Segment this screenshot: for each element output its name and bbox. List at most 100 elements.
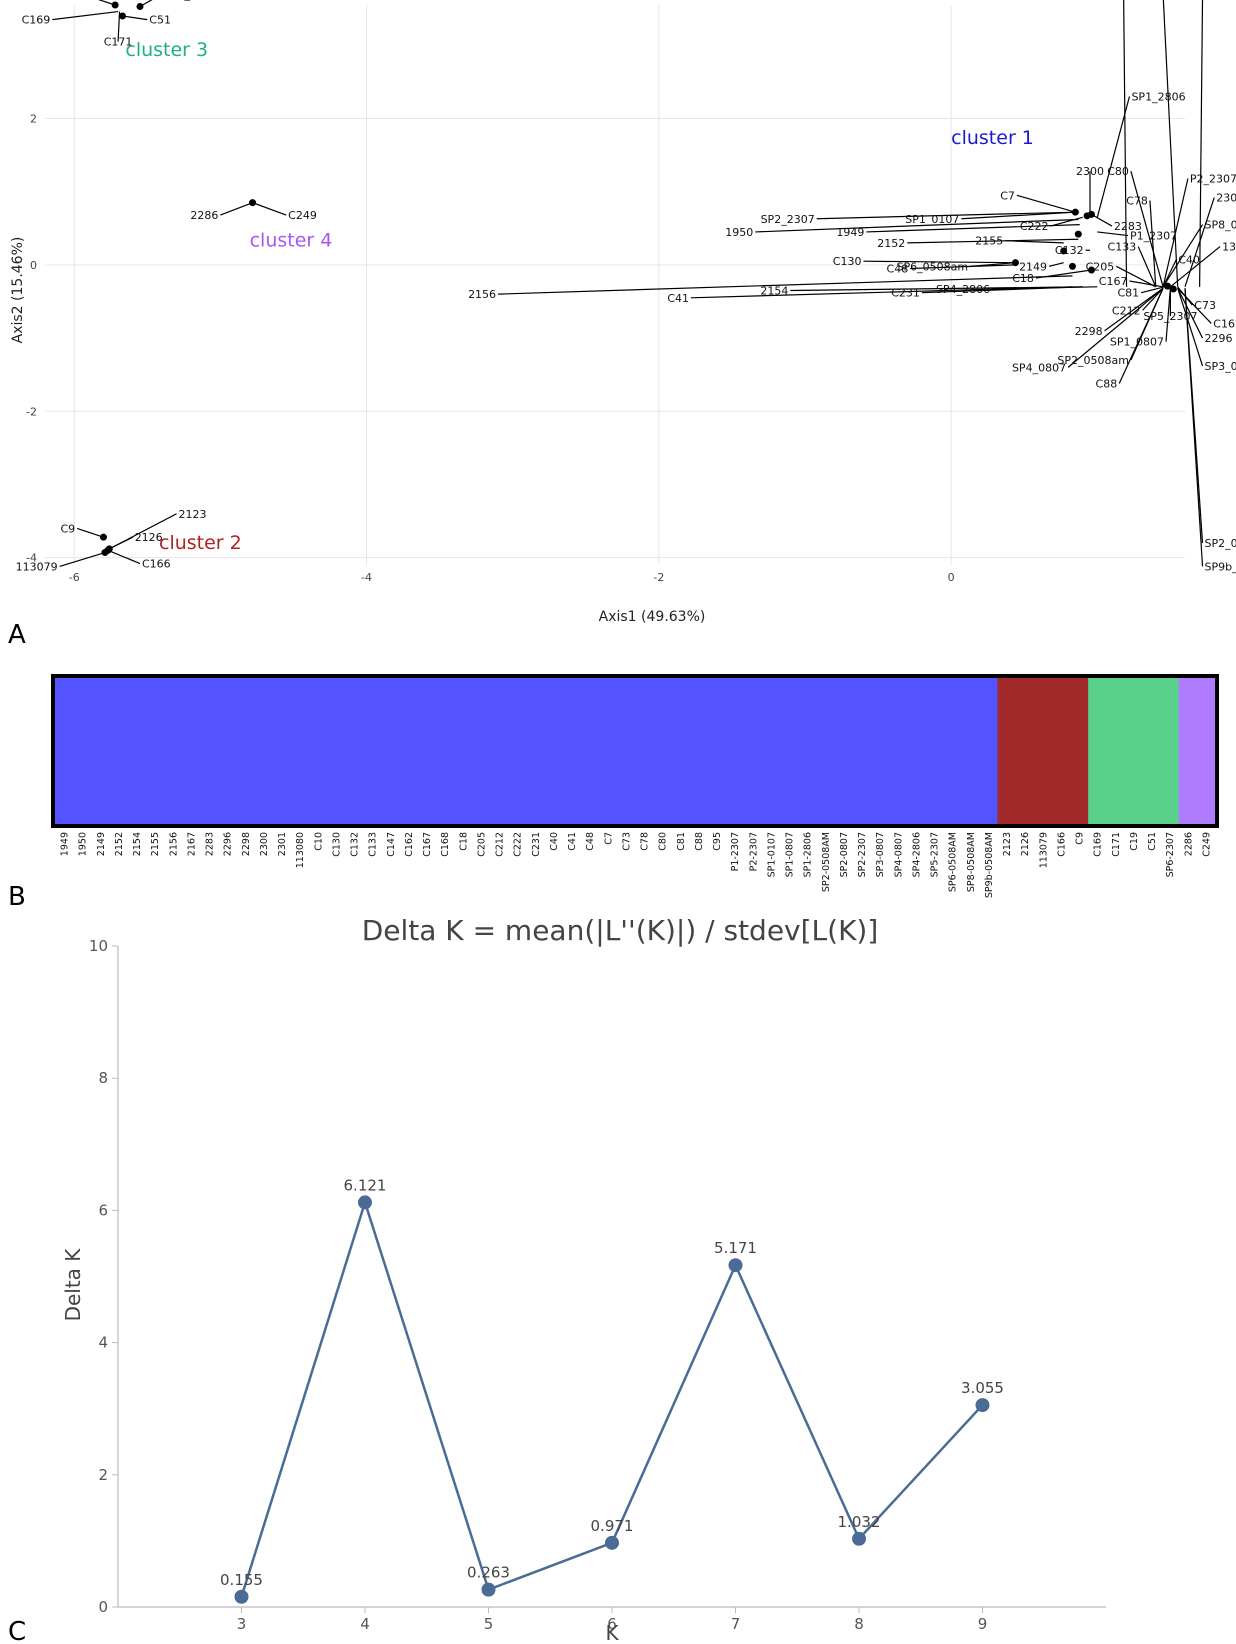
pcoa-point: [1074, 230, 1082, 238]
pcoa-point: [136, 2, 144, 10]
structure-sample-label: C231: [531, 832, 542, 857]
pcoa-point-label: 2296: [1205, 332, 1233, 345]
structure-bar: [200, 678, 219, 824]
pcoa-label-leader: [1177, 287, 1212, 324]
structure-sample-label: 2298: [241, 832, 252, 856]
pcoa-point: [1087, 266, 1095, 274]
delta-k-x-tick-label: 9: [978, 1615, 988, 1633]
structure-bar: [761, 678, 781, 824]
pcoa-y-tick-label: -2: [26, 405, 37, 418]
pcoa-label-leader: [1137, 246, 1157, 288]
structure-sample-label: C249: [1201, 832, 1212, 857]
structure-sample-label: SP1-2806: [803, 832, 814, 877]
pcoa-label-leader: [139, 0, 153, 7]
structure-bar: [163, 678, 183, 824]
pcoa-label-leader: [1130, 171, 1164, 287]
structure-bar: [345, 678, 364, 824]
pcoa-label-leader: [1118, 288, 1164, 384]
pcoa-point: [118, 12, 126, 20]
structure-bar: [326, 678, 346, 824]
structure-bar: [1160, 678, 1180, 824]
pcoa-point-label: 2167: [1189, 0, 1217, 2]
structure-bar: [888, 678, 908, 824]
pcoa-point-label: SP2_0807: [1205, 537, 1236, 550]
structure-sample-label: C212: [495, 832, 506, 857]
structure-sample-label: C130: [331, 832, 342, 857]
delta-k-data-label: 0.155: [220, 1571, 263, 1589]
structure-bar: [816, 678, 835, 824]
pcoa-point-label: C10: [1113, 0, 1135, 1]
pcoa-label-leader: [1123, 0, 1128, 287]
structure-sample-label: C132: [350, 832, 361, 857]
pcoa-label-leader: [1184, 288, 1204, 567]
delta-k-x-tick-label: 7: [731, 1615, 741, 1633]
structure-sample-label: SP1-0807: [785, 832, 796, 877]
pcoa-point-label: C19: [58, 0, 80, 1]
delta-k-point: [234, 1589, 249, 1604]
delta-k-data-label: 0.263: [467, 1564, 510, 1582]
pcoa-grid: [45, 5, 1185, 565]
pcoa-point-label: SP4_0807: [1012, 361, 1066, 374]
pcoa-point-label: SP2_2307: [761, 213, 815, 226]
pcoa-point-label: C169: [22, 14, 51, 27]
pcoa-label-leader: [970, 262, 1016, 267]
delta-k-y-tick-label: 6: [98, 1201, 108, 1219]
structure-sample-label: C88: [694, 832, 705, 851]
delta-k-y-tick-label: 2: [98, 1466, 108, 1484]
structure-bar: [1051, 678, 1071, 824]
structure-bar: [707, 678, 727, 824]
pcoa-point: [1011, 259, 1019, 267]
pcoa-tick-labels: -6 -4 -2 0 -4 -2 0 2: [26, 112, 955, 584]
structure-sample-label: C7: [603, 832, 614, 845]
delta-k-plot: Delta K = mean(|L''(K)|) / stdev[L(K)] 0…: [8, 914, 1106, 1644]
delta-k-point: [605, 1535, 619, 1550]
pcoa-label-leader: [1116, 265, 1157, 288]
structure-bar: [1142, 678, 1162, 824]
structure-bar: [580, 678, 600, 824]
pcoa-point-label: C167: [1099, 275, 1128, 288]
delta-k-y-axis-label: Delta K: [61, 1248, 85, 1322]
structure-bar: [1088, 678, 1107, 824]
pcoa-x-tick-label: -2: [653, 571, 664, 584]
delta-k-data-label: 0.971: [591, 1517, 634, 1535]
structure-bar: [598, 678, 618, 824]
delta-k-data-label: 3.055: [961, 1379, 1004, 1397]
structure-sample-label: SP2-0807: [839, 832, 850, 877]
pcoa-point-label: SP2_0508am: [1057, 354, 1129, 367]
structure-bar: [544, 678, 564, 824]
structure-bar: [671, 678, 690, 824]
pcoa-label-leader: [52, 10, 119, 21]
structure-sample-label: SP6-2307: [1165, 832, 1176, 877]
pcoa-point-label: 1950: [725, 226, 753, 239]
structure-bar: [435, 678, 455, 824]
pcoa-label-leader: [910, 264, 1016, 270]
delta-k-point: [358, 1195, 372, 1210]
pcoa-point-label: 2300: [1076, 165, 1104, 178]
pcoa-label-leader: [755, 218, 1079, 233]
delta-k-x-axis-label: K: [605, 1621, 619, 1644]
pcoa-point-label: C88: [1096, 377, 1118, 390]
structure-bar: [399, 678, 419, 824]
pcoa-label-leader: [816, 211, 1076, 220]
delta-k-y-tick-label: 4: [98, 1334, 108, 1352]
structure-sample-label: 2283: [205, 832, 216, 856]
pcoa-label-leader: [1016, 194, 1076, 213]
structure-sample-label: C81: [676, 832, 687, 851]
structure-bar: [925, 678, 944, 824]
delta-k-y-tick-label: 10: [89, 937, 108, 955]
structure-bar: [417, 678, 437, 824]
structure-sample-label: SP4-2806: [911, 832, 922, 877]
structure-sample-label: 2126: [1020, 832, 1031, 856]
pcoa-point-label: 113079: [16, 560, 58, 573]
pcoa-point-label: C166: [142, 558, 171, 571]
pcoa-point-label: SP6_0508am: [897, 260, 969, 273]
structure-bar: [363, 678, 382, 824]
pcoa-label-leader: [1170, 246, 1221, 288]
structure-sample-label: C95: [712, 832, 723, 851]
structure-bar: [471, 678, 491, 824]
structure-bar: [780, 678, 799, 824]
structure-bar: [181, 678, 201, 824]
pcoa-label-leader: [252, 202, 287, 216]
pcoa-point-label: SP1_0107: [905, 213, 959, 226]
structure-sample-label: 2155: [150, 832, 161, 856]
